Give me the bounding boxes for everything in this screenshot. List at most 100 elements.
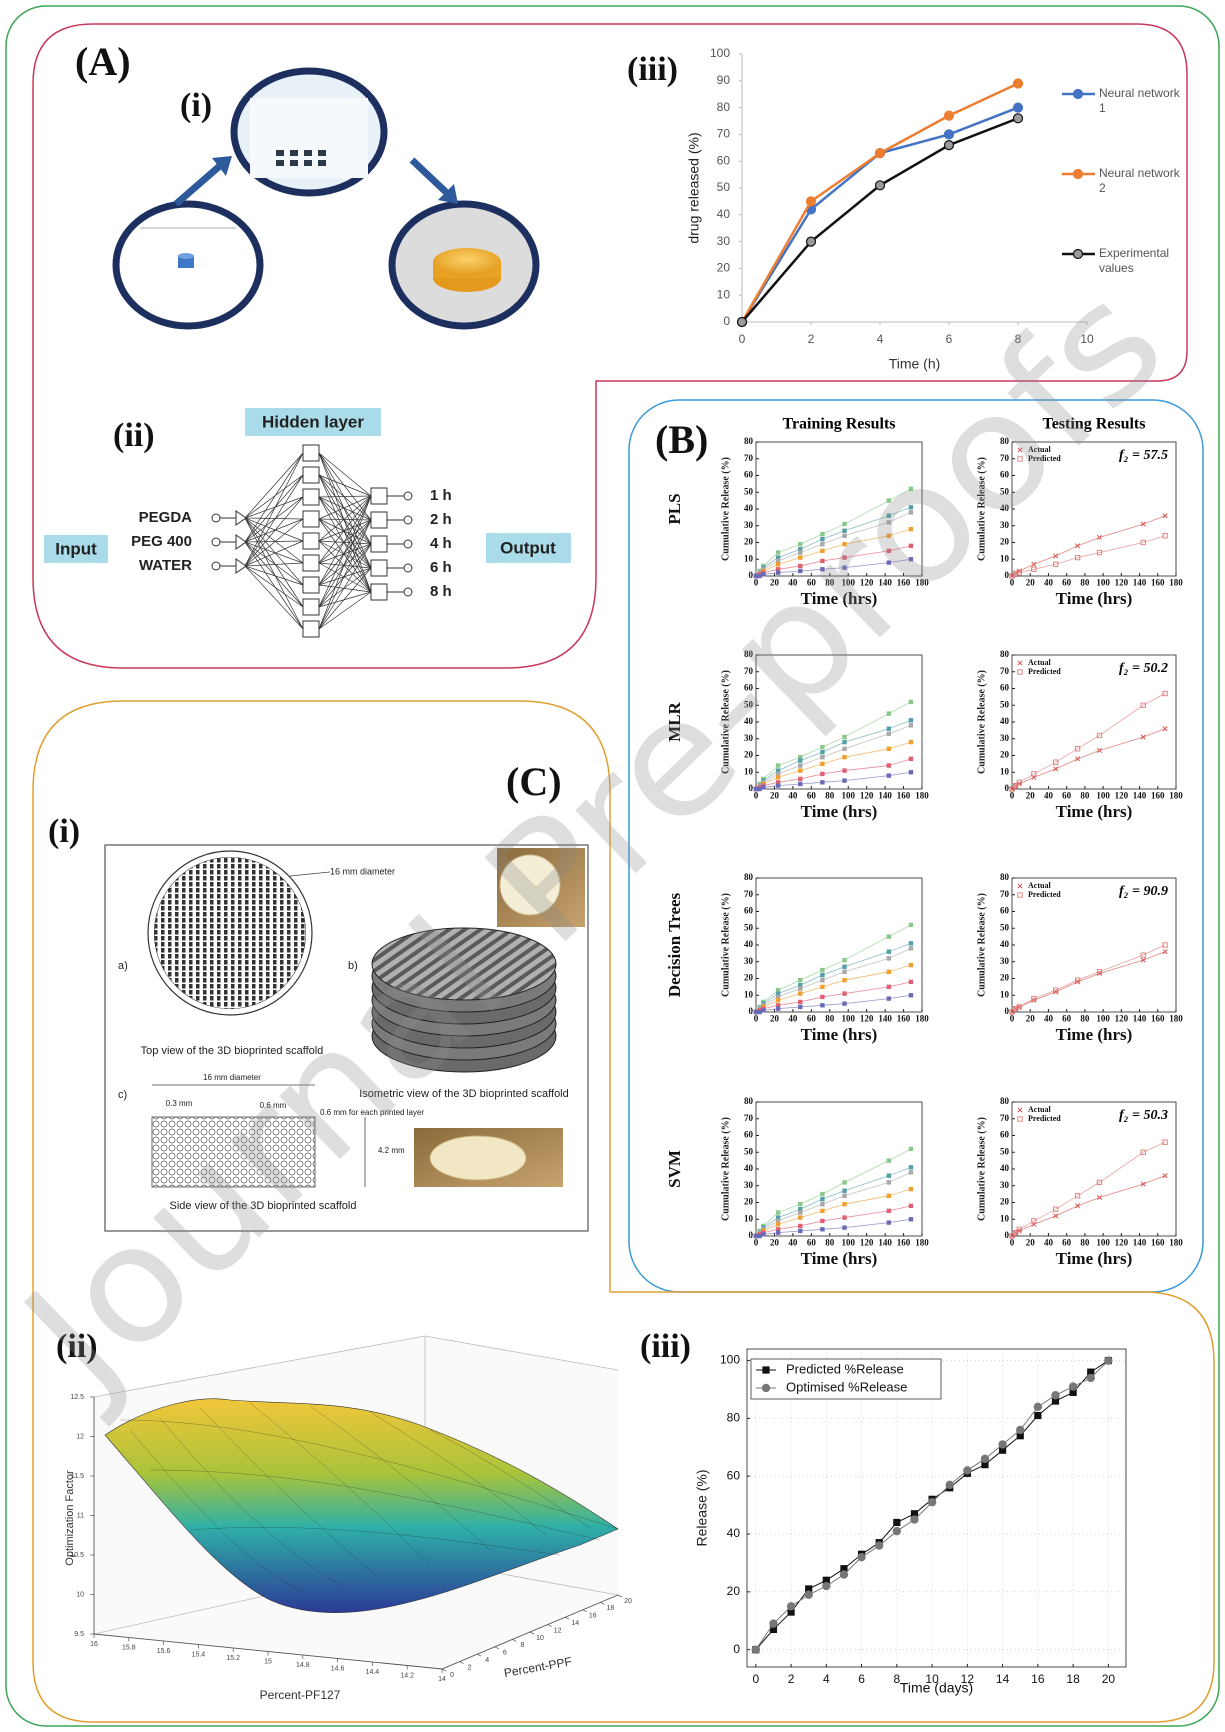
output-terminal [404, 588, 412, 596]
legend-entry: Experimental values [1099, 246, 1189, 282]
output-node [371, 512, 387, 528]
marker [909, 723, 913, 727]
marker [887, 1174, 891, 1178]
x-tick-label: 180 [915, 1014, 929, 1024]
marker [798, 1215, 802, 1219]
photo-scaffold-side [430, 1136, 526, 1180]
y-tick-label: 40 [1000, 1163, 1010, 1173]
tick-label: 2 [468, 1664, 472, 1671]
marker [842, 1189, 846, 1193]
marker [909, 700, 913, 704]
cad-cylinder-top [178, 253, 194, 259]
x-tick-label: 60 [1062, 578, 1072, 588]
y-tick-label: 10 [744, 989, 754, 999]
marker [798, 1000, 802, 1004]
legend-label: Optimised %Release [786, 1379, 907, 1394]
x-tick-label: 140 [878, 791, 892, 801]
chart-title: Training Results [782, 416, 895, 433]
hidden-node [303, 621, 319, 637]
output-title: Output [500, 538, 556, 557]
connection [319, 496, 371, 497]
y-tick-label: 70 [1000, 666, 1010, 676]
legend-label: Predicted [1028, 667, 1061, 676]
marker [776, 1222, 780, 1226]
x-tick-label: 120 [860, 791, 874, 801]
x-tick-label: 100 [1096, 791, 1110, 801]
tick-label: 15 [264, 1658, 272, 1665]
marker [820, 1003, 824, 1007]
marker [842, 978, 846, 982]
marker [820, 762, 824, 766]
x-tick-label: 120 [1115, 1238, 1129, 1248]
marker [820, 968, 824, 972]
x-tick-label: 80 [825, 1014, 835, 1024]
legend-entry: Neural network 2 [1099, 166, 1189, 202]
page: { "watermark": "Journal Pre-proofs", "pa… [0, 0, 1225, 1732]
marker [820, 1227, 824, 1231]
output-node [371, 584, 387, 600]
tick-mark [477, 1654, 481, 1656]
marker [820, 978, 824, 982]
x-tick-label: 18 [1066, 1672, 1080, 1686]
marker [840, 1571, 847, 1578]
y-tick-label: 80 [744, 1096, 754, 1106]
x-tick-label: 180 [1169, 791, 1183, 801]
tick-label: 15.2 [226, 1655, 240, 1662]
y-tick-label: 0 [749, 1006, 754, 1016]
y-tick-label: 70 [1000, 1113, 1010, 1123]
marker [842, 1225, 846, 1229]
marker [820, 750, 824, 754]
y-tick-label: 10 [1000, 1213, 1010, 1223]
connection [245, 518, 303, 541]
y-tick-label: 80 [1000, 1096, 1010, 1106]
line-chart: 0102030405060708002040608010012014016018… [720, 1096, 929, 1268]
line-chart: 0102030405060708002040608010012014016018… [720, 872, 929, 1044]
line-chart: 0102030405060708002040608010012014016018… [976, 649, 1183, 821]
marker [909, 770, 913, 774]
y-tick-label: 80 [744, 872, 754, 882]
y-axis-label: Cumulative Release (%) [976, 670, 987, 774]
row-label: Decision Trees [665, 892, 684, 997]
x-axis-label: Time (hrs) [1056, 1249, 1133, 1268]
x-axis-label: Time (hrs) [801, 802, 878, 821]
y-tick-label: 20 [717, 261, 731, 275]
view-letter: a) [118, 960, 128, 972]
x-axis-label: Time (days) [900, 1680, 973, 1696]
input-title: Input [55, 539, 97, 558]
y-tick-label: 50 [717, 180, 731, 194]
marker [820, 973, 824, 977]
x-tick-label: 0 [1010, 1238, 1015, 1248]
marker [820, 780, 824, 784]
annotation: f₂ = 50.2 [1119, 661, 1168, 676]
y-tick-label: 20 [744, 537, 754, 547]
legend-label: Experimental values [1099, 246, 1189, 276]
subpanel-label: (i) [180, 87, 212, 124]
x-tick-label: 14 [996, 1672, 1010, 1686]
marker [776, 1230, 780, 1234]
marker [820, 755, 824, 759]
y-tick-label: 30 [1000, 956, 1010, 966]
y-tick-label: 0 [733, 1642, 740, 1656]
y-tick-label: 20 [1000, 973, 1010, 983]
marker [887, 1209, 891, 1213]
series-line [742, 108, 1018, 322]
y-tick-label: 70 [717, 127, 731, 141]
y-tick-label: 60 [744, 906, 754, 916]
y-tick-label: 80 [1000, 649, 1010, 659]
marker [887, 1158, 891, 1162]
marker [776, 1006, 780, 1010]
marker [876, 1542, 883, 1549]
y-tick-label: 70 [744, 1113, 754, 1123]
x-tick-label: 0 [752, 1672, 759, 1686]
legend-entry: Neural network 1 [1099, 86, 1189, 122]
marker [842, 778, 846, 782]
y-tick-label: 80 [727, 1411, 741, 1425]
marker [842, 755, 846, 759]
connection [245, 518, 303, 563]
y-tick-label: 0 [1005, 1230, 1010, 1240]
marker [909, 941, 913, 945]
marker [887, 747, 891, 751]
tick-label: 14 [571, 1620, 579, 1627]
subpanel-label: (iii) [627, 51, 678, 88]
x-tick-label: 6 [858, 1672, 865, 1686]
